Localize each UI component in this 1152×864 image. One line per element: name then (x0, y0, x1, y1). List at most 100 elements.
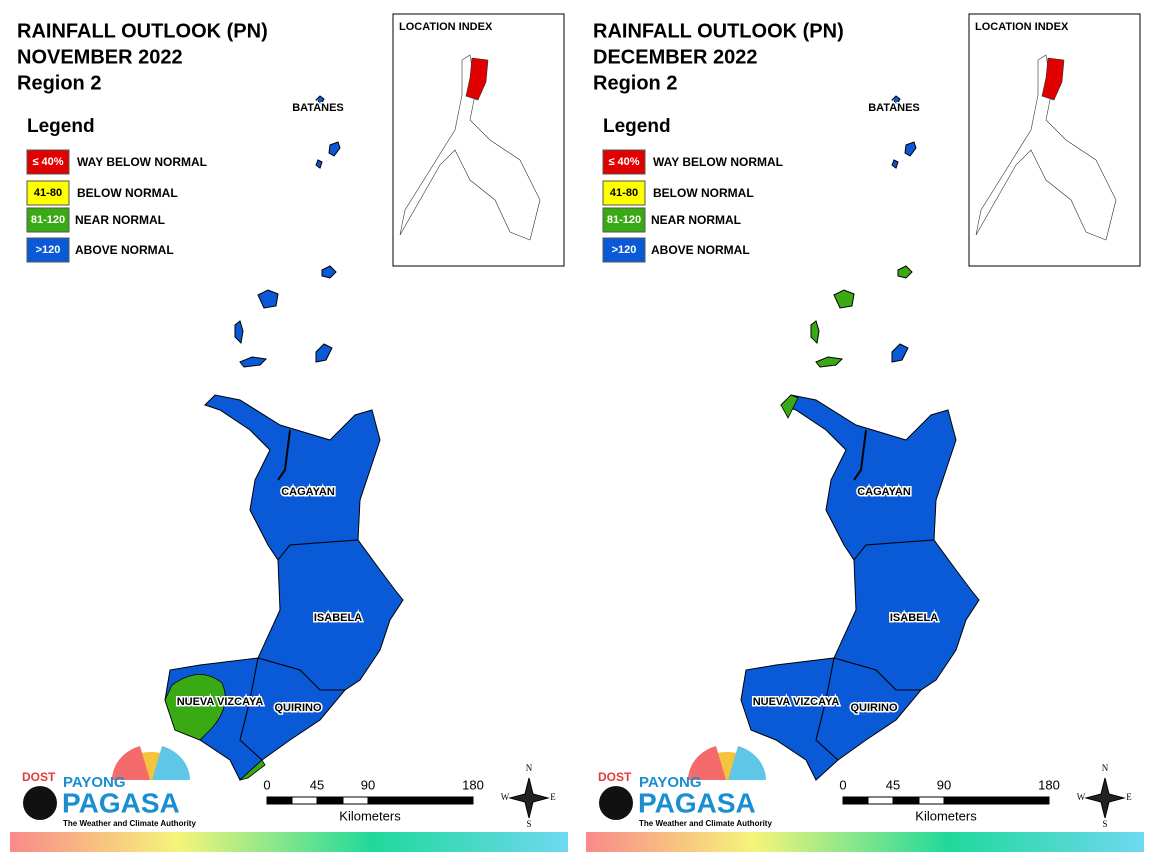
scale-label: 45 (310, 777, 324, 792)
scale-label: 0 (263, 777, 270, 792)
legend-swatch-text: >120 (612, 244, 637, 256)
logo-pagasa: PAGASA (638, 787, 756, 818)
compass-letter: N (1102, 763, 1109, 773)
island (321, 265, 337, 279)
logo-dost: DOST (598, 770, 632, 784)
logo-flower (599, 786, 633, 820)
legend-label: NEAR NORMAL (651, 213, 741, 227)
legend-title: Legend (603, 116, 671, 137)
island (239, 356, 268, 368)
logo-umbrella-left (688, 746, 726, 780)
province-label: NUEVA VIZCAYA (753, 696, 840, 708)
logo-umbrella-left (112, 746, 150, 780)
island (810, 320, 820, 345)
legend-label: BELOW NORMAL (77, 186, 178, 200)
province-label: CAGAYAN (857, 486, 911, 498)
legend-swatch-text: 41-80 (34, 187, 62, 199)
island (833, 289, 855, 309)
province-label: CAGAYAN (281, 486, 335, 498)
map-title: RAINFALL OUTLOOK (PN) (17, 20, 268, 42)
scale-segment (316, 796, 344, 805)
province-label: NUEVA VIZCAYA (177, 696, 264, 708)
island (234, 320, 244, 345)
compass-rose (508, 777, 550, 819)
legend-swatch (26, 237, 70, 263)
scale-segment (867, 796, 894, 805)
compass-letter: S (1102, 819, 1107, 829)
legend-swatch (26, 180, 70, 206)
index-region (465, 57, 489, 101)
legend-label: WAY BELOW NORMAL (653, 155, 783, 169)
index-region (1041, 57, 1065, 101)
legend-swatch (602, 207, 646, 233)
scale-segment (918, 796, 945, 805)
province (780, 394, 957, 561)
province-label: BATANES (868, 102, 920, 114)
scale-label: 90 (361, 777, 375, 792)
scale-unit: Kilometers (915, 808, 977, 823)
legend-swatch-text: 81-120 (607, 214, 641, 226)
scale-segment (842, 796, 869, 805)
legend-label: ABOVE NORMAL (75, 243, 174, 257)
color-band (10, 832, 568, 852)
legend-label: NEAR NORMAL (75, 213, 165, 227)
province (833, 539, 980, 691)
island (815, 356, 844, 368)
island (891, 343, 909, 363)
compass-letter: E (1126, 792, 1132, 802)
scale-segment (291, 796, 318, 805)
index-title: LOCATION INDEX (975, 21, 1069, 33)
logo-flower (23, 786, 57, 820)
legend-title: Legend (27, 116, 95, 137)
map-title: Region 2 (593, 72, 677, 94)
compass-letter: W (1077, 792, 1086, 802)
logo-tagline: The Weather and Climate Authority (63, 819, 196, 828)
legend-swatch (26, 149, 70, 175)
panel: RAINFALL OUTLOOK (PN) NOVEMBER 2022 Region… (10, 13, 568, 852)
legend-swatch (602, 149, 646, 175)
province (891, 95, 917, 169)
legend-swatch-text: 41-80 (610, 187, 638, 199)
legend-label: BELOW NORMAL (653, 186, 754, 200)
province-label: QUIRINO (850, 702, 898, 714)
scale-segment (266, 796, 293, 805)
legend-swatch-text: >120 (36, 244, 61, 256)
legend-swatch (602, 237, 646, 263)
province (815, 657, 923, 761)
panel: RAINFALL OUTLOOK (PN) DECEMBER 2022 Region… (586, 13, 1144, 852)
province (257, 539, 404, 691)
map-title: RAINFALL OUTLOOK (PN) (593, 20, 844, 42)
province (239, 657, 347, 761)
scale-segment (367, 796, 474, 805)
province-label: QUIRINO (274, 702, 322, 714)
island (315, 343, 333, 363)
compass-letter: W (501, 792, 510, 802)
scale-segment (943, 796, 1050, 805)
province (315, 95, 341, 169)
province (204, 394, 381, 561)
river (277, 429, 291, 481)
logo-pagasa: PAGASA (62, 787, 180, 818)
island (897, 265, 913, 279)
compass-letter: N (526, 763, 533, 773)
scale-label: 90 (937, 777, 951, 792)
scale-label: 45 (886, 777, 900, 792)
scale-segment (892, 796, 920, 805)
legend-swatch-text: ≤ 40% (608, 156, 639, 168)
scale-label: 180 (462, 777, 484, 792)
logo-dost: DOST (22, 770, 56, 784)
scale-unit: Kilometers (339, 808, 401, 823)
scale-label: 180 (1038, 777, 1060, 792)
logo-umbrella-right (152, 746, 190, 780)
island (257, 289, 279, 309)
outlook-patch (239, 759, 266, 781)
province-label: ISABELA (314, 612, 362, 624)
logo-tagline: The Weather and Climate Authority (639, 819, 772, 828)
compass-letter: S (526, 819, 531, 829)
compass-rose (1084, 777, 1126, 819)
map-title: Region 2 (17, 72, 101, 94)
index-land (975, 54, 1117, 241)
legend-swatch-text: 81-120 (31, 214, 65, 226)
legend-label: WAY BELOW NORMAL (77, 155, 207, 169)
